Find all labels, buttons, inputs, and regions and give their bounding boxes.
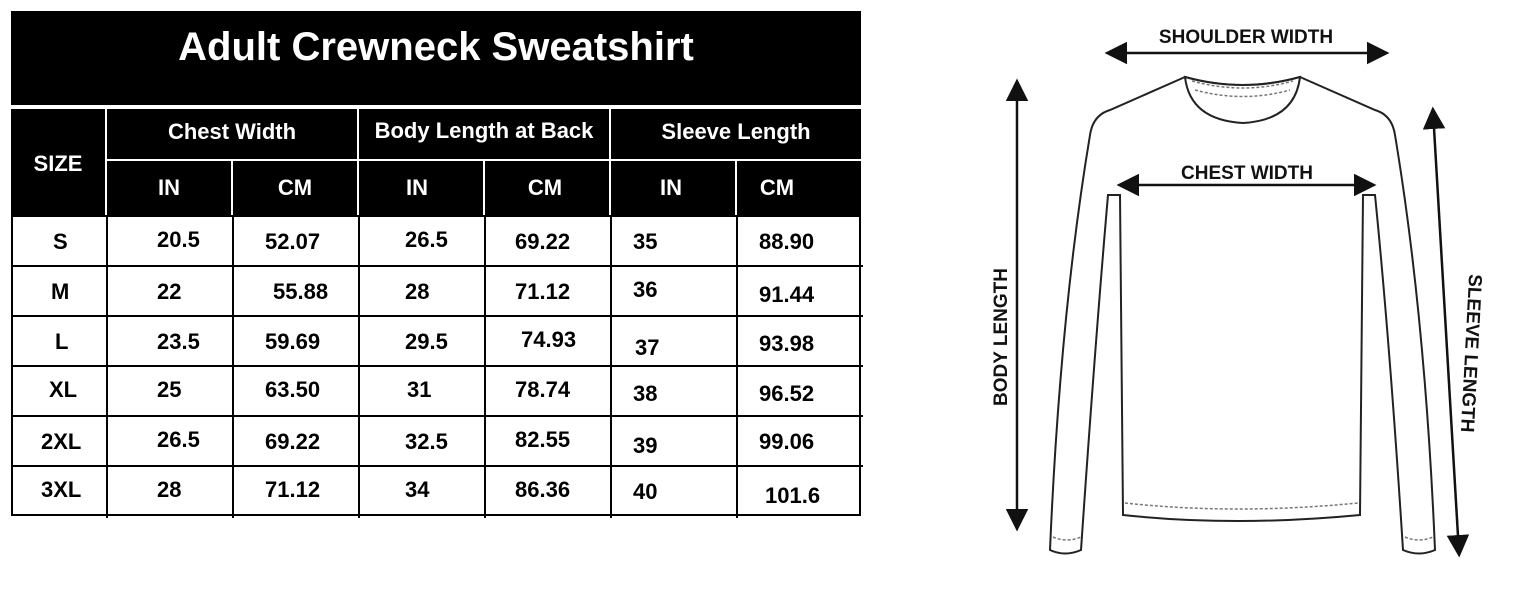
row-divider: [13, 415, 863, 417]
row-divider: [13, 465, 863, 467]
sweatshirt-outline-icon: [1048, 75, 1437, 555]
table-row: L 23.5 59.69 29.5 74.93 37 93.98: [13, 317, 863, 367]
unit-header: CM: [527, 175, 563, 200]
title-bar: Adult Crewneck Sweatshirt: [11, 11, 861, 105]
sleeve-cm-cell: 93.98: [759, 331, 815, 356]
sleeve-in-cell: 38: [633, 381, 658, 406]
column-divider: [358, 217, 360, 518]
sleeve-in-cell: 37: [635, 335, 660, 360]
header-divider: [231, 161, 233, 215]
table-row: 2XL 26.5 69.22 32.5 82.55 39 99.06: [13, 417, 863, 467]
size-cell: S: [53, 229, 68, 254]
table-row: M 22 55.88 28 71.12 36 91.44: [13, 267, 863, 317]
body-in-cell: 26.5: [405, 227, 448, 252]
chest-in-cell: 22: [157, 279, 182, 304]
sleeve-cm-cell: 96.52: [759, 381, 815, 406]
sleeve-length-header: Sleeve Length: [661, 119, 811, 144]
column-divider: [736, 217, 738, 518]
chest-width-header: Chest Width: [167, 119, 297, 144]
size-cell: M: [51, 279, 70, 304]
row-divider: [13, 315, 863, 317]
body-length-label: BODY LENGTH: [991, 268, 1012, 406]
chest-cm-cell: 71.12: [265, 477, 321, 502]
header-divider: [609, 109, 611, 215]
table-header: SIZE Chest Width Body Length at Back Sle…: [11, 109, 861, 215]
size-cell: XL: [49, 377, 78, 402]
chest-in-cell: 25: [157, 377, 182, 402]
size-cell: L: [55, 329, 69, 354]
chest-cm-cell: 55.88: [273, 279, 329, 304]
chest-in-cell: 26.5: [157, 427, 200, 452]
header-divider: [357, 109, 359, 215]
column-divider: [484, 217, 486, 518]
body-cm-cell: 86.36: [515, 477, 571, 502]
table-body: S 20.5 52.07 26.5 69.22 35 88.90 M 22 55…: [11, 215, 863, 518]
unit-header: IN: [158, 175, 180, 200]
table-row: S 20.5 52.07 26.5 69.22 35 88.90: [13, 217, 863, 267]
size-header: SIZE: [33, 151, 83, 176]
chest-cm-cell: 59.69: [265, 329, 321, 354]
body-length-header: Body Length at Back: [374, 118, 594, 143]
body-cm-cell: 78.74: [515, 377, 571, 402]
shoulder-width-label: SHOULDER WIDTH: [1159, 27, 1333, 48]
chest-in-cell: 20.5: [157, 227, 200, 252]
unit-header: CM: [277, 175, 313, 200]
table-title: Adult Crewneck Sweatshirt: [178, 25, 694, 69]
sleeve-in-cell: 35: [633, 229, 658, 254]
table-row: XL 25 63.50 31 78.74 38 96.52: [13, 367, 863, 417]
column-divider: [610, 217, 612, 518]
body-in-cell: 29.5: [405, 329, 448, 354]
sleeve-length-label: SLEEVE LENGTH: [1456, 274, 1485, 433]
chest-in-cell: 23.5: [157, 329, 200, 354]
sleeve-cm-cell: 99.06: [759, 429, 815, 454]
body-cm-cell: 69.22: [515, 229, 571, 254]
sweatshirt-measurement-diagram: SHOULDER WIDTH CHEST WIDTH BODY LENGTH S…: [991, 27, 1485, 558]
row-divider: [13, 365, 863, 367]
size-chart-table: Adult Crewneck Sweatshirt SIZE Chest Wid…: [11, 11, 863, 518]
row-divider: [13, 265, 863, 267]
sleeve-cm-cell: 101.6: [765, 483, 821, 508]
table-row: 3XL 28 71.12 34 86.36 40 101.6: [13, 467, 863, 517]
header-divider: [107, 159, 861, 161]
body-cm-cell: 74.93: [521, 327, 577, 352]
unit-header: CM: [759, 175, 795, 200]
body-in-cell: 28: [405, 279, 430, 304]
unit-header: IN: [406, 175, 428, 200]
chest-cm-cell: 52.07: [265, 229, 321, 254]
column-divider: [232, 217, 234, 518]
size-cell: 2XL: [41, 429, 82, 454]
chest-width-label: CHEST WIDTH: [1181, 163, 1313, 184]
chest-in-cell: 28: [157, 477, 182, 502]
body-in-cell: 34: [405, 477, 430, 502]
sleeve-in-cell: 36: [633, 277, 658, 302]
sleeve-in-cell: 39: [633, 433, 658, 458]
sleeve-in-cell: 40: [633, 479, 658, 504]
size-cell: 3XL: [41, 477, 82, 502]
header-divider: [105, 109, 107, 215]
sleeve-cm-cell: 91.44: [759, 282, 815, 307]
body-cm-cell: 71.12: [515, 279, 571, 304]
body-in-cell: 32.5: [405, 429, 448, 454]
unit-header: IN: [660, 175, 682, 200]
header-divider: [735, 161, 737, 215]
body-cm-cell: 82.55: [515, 427, 571, 452]
chest-cm-cell: 69.22: [265, 429, 321, 454]
sleeve-cm-cell: 88.90: [759, 229, 815, 254]
header-divider: [483, 161, 485, 215]
sleeve-length-arrow: [1422, 106, 1470, 558]
chest-cm-cell: 63.50: [265, 377, 321, 402]
column-divider: [106, 217, 108, 518]
body-in-cell: 31: [407, 377, 432, 402]
